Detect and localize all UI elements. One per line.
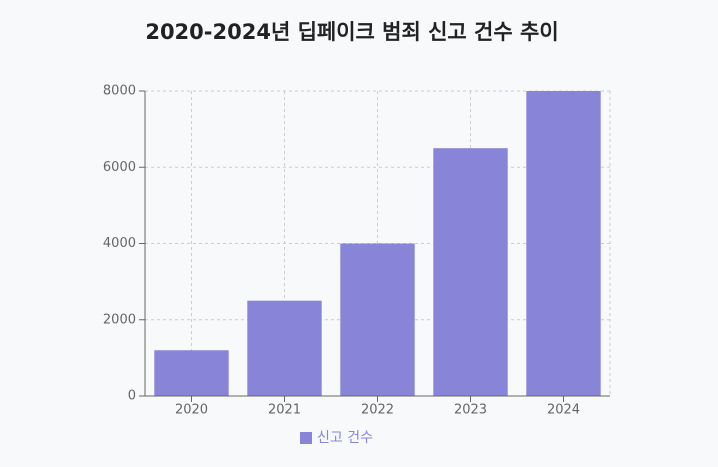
bar [247,300,322,396]
bar [154,350,229,396]
y-tick-label: 2000 [103,312,136,327]
legend-swatch [300,432,312,444]
x-tick-label: 2022 [361,403,394,418]
bar [340,243,415,396]
x-tick-label: 2020 [175,403,208,418]
y-tick-label: 4000 [103,236,136,251]
x-tick-label: 2023 [454,403,487,418]
bar [433,148,508,396]
y-tick-label: 0 [128,389,136,404]
legend-label: 신고 건수 [317,430,373,446]
y-tick-label: 6000 [103,160,136,175]
x-tick-label: 2024 [547,403,580,418]
chart-title: 2020-2024년 딥페이크 범죄 신고 건수 추이 [145,20,558,44]
bar [526,91,601,396]
y-tick-label: 8000 [103,84,136,99]
x-tick-label: 2021 [268,403,301,418]
